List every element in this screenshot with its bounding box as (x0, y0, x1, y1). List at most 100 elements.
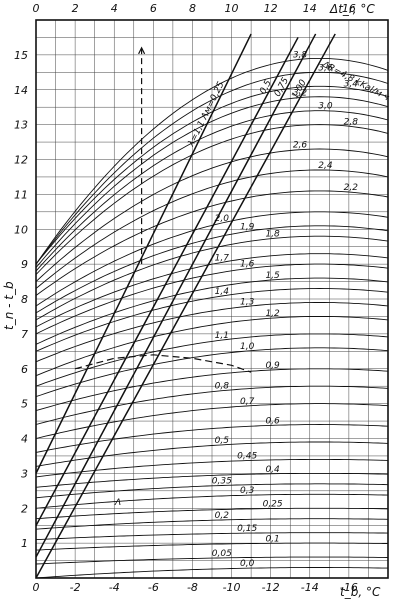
top-tick-label: 14 (303, 2, 317, 15)
straight-line (35, 33, 252, 474)
x-tick-label: -2 (70, 581, 81, 594)
curve-label: 0,8 (215, 382, 230, 392)
dashed-curve (74, 354, 252, 373)
curve-line (35, 441, 389, 467)
curve-line (35, 71, 389, 265)
y-tick-label: 4 (21, 433, 28, 446)
curve-labels: λ=1,1 Λм=0,25 0,50,75 1,003,83,63,43,23,02… (114, 50, 358, 569)
dashed-lines (74, 46, 252, 373)
curve-line (35, 253, 389, 328)
y-tick-label: 2 (21, 502, 28, 515)
curve-line (35, 542, 388, 551)
curve-label: 0,2 (215, 511, 230, 521)
curve-line (35, 302, 389, 363)
y-tick-label: 3 (21, 467, 28, 480)
top-tick-label: 0 (33, 2, 40, 15)
curve-label: 0,1 (265, 534, 279, 544)
curve-label: 0,45 (237, 452, 257, 462)
curve-label: 1,4 (215, 287, 230, 297)
x-tick-label: -12 (262, 581, 280, 594)
y-tick-label: 6 (21, 363, 28, 376)
curve-line (35, 385, 389, 425)
top-tick-label: 16 (342, 2, 356, 15)
curve-line (35, 472, 389, 488)
y-tick-label: 15 (14, 49, 28, 62)
curve-line (35, 458, 389, 478)
curve-line (35, 148, 389, 282)
y-axis-title: t_n - t_b (2, 281, 16, 330)
curve-line (35, 190, 389, 296)
y-tick-label: 1 (21, 537, 28, 550)
x-tick-label: -14 (301, 581, 319, 594)
curve-label: 2,2 (344, 183, 359, 193)
curve-label: 2,8 (344, 117, 359, 127)
curve-label: 1,9 (240, 222, 255, 232)
curve-line (35, 96, 389, 268)
curve-label: 1,5 (265, 271, 280, 281)
curve-label: 2,0 (215, 214, 230, 224)
curve-line (35, 532, 389, 541)
x-tick-label: -8 (187, 581, 198, 594)
curve-label: 1,6 (240, 260, 255, 270)
y-tick-label: 8 (21, 293, 28, 306)
curve-line (35, 235, 389, 321)
curve-label: 0,15 (237, 524, 257, 534)
curve-label: 3,0 (318, 102, 333, 112)
curve-label: 0,35 (212, 476, 232, 486)
curve-line (35, 567, 388, 579)
curve-line (35, 518, 389, 530)
curve-label: 0,7 (240, 397, 255, 407)
curve-label: 0,05 (212, 549, 232, 559)
straight-line (35, 33, 336, 579)
curve-label: 1,8 (265, 230, 280, 240)
x-tick-label: -6 (148, 581, 159, 594)
curve-line (35, 347, 389, 398)
y-tick-label: 11 (14, 188, 28, 201)
top-tick-label: 6 (150, 2, 157, 15)
arrow-head (138, 46, 146, 55)
y-tick-label: 9 (21, 258, 28, 271)
straight-line-label: 0,5 (258, 78, 274, 96)
curve-line (35, 368, 389, 412)
curve-label: 0,5 (215, 436, 230, 446)
y-tick-label: 13 (14, 119, 28, 132)
y-tick-label: 7 (21, 328, 28, 341)
top-tick-label: 8 (189, 2, 196, 15)
curve-line (35, 110, 389, 272)
curve-label: 3,2 (293, 89, 308, 99)
curve-line (35, 225, 389, 314)
curve-line (35, 556, 389, 565)
curve-label: 0,4 (265, 465, 280, 475)
curve-line (35, 57, 389, 265)
top-tick-label: 2 (72, 2, 79, 15)
curve-label: 0,0 (240, 559, 255, 569)
curve-label: 0,25 (263, 500, 283, 510)
top-tick-label: 4 (111, 2, 118, 15)
plot-frame (35, 19, 389, 579)
curve-label: 1,2 (265, 309, 280, 319)
x-tick-label: 0 (33, 581, 40, 594)
curve-line (35, 493, 389, 509)
curve-label: 1,3 (240, 297, 255, 307)
curve-label: 2,6 (293, 141, 308, 151)
top-tick-label: 10 (225, 2, 239, 15)
curve-line (35, 85, 389, 265)
curve-label: 2,4 (318, 161, 333, 171)
curve-label: 3,8 (293, 50, 308, 60)
curve-label: 0,9 (265, 361, 280, 371)
x-tick-label: -10 (223, 581, 241, 594)
curve-line (35, 263, 389, 335)
curve-line (35, 315, 389, 377)
curve-label: 1,1 (215, 331, 229, 341)
curve-label: 0,3 (240, 486, 255, 496)
x-tick-label: -16 (340, 581, 358, 594)
curve-family (35, 57, 389, 579)
curve-line (35, 288, 389, 352)
y-tick-label: 5 (21, 398, 28, 411)
y-tick-label: 14 (14, 84, 28, 97)
tick-labels: 0 -2 -4 -6 -8 -10 -12 -14 -160 2 4 6 8 10 12 14 16123456… (14, 2, 358, 594)
curve-line (35, 507, 389, 520)
curve-line (35, 124, 389, 275)
y-tick-label: 12 (14, 154, 28, 167)
